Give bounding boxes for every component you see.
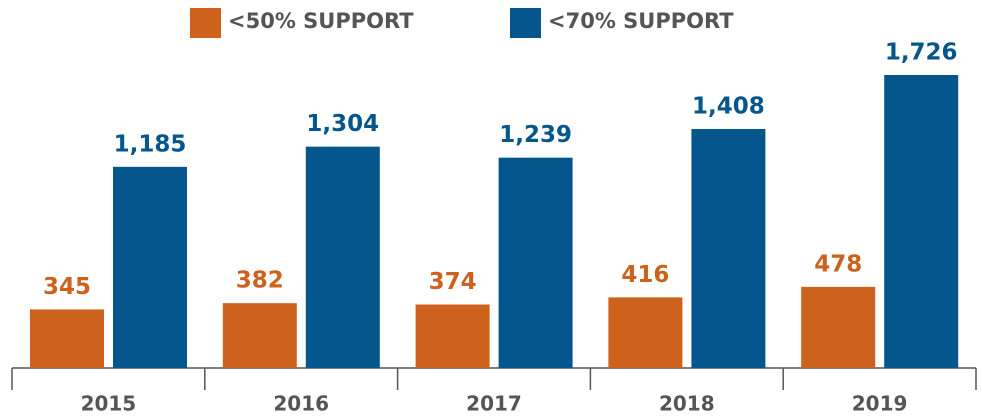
x-tick-label: 2018	[659, 392, 715, 416]
x-tick-label: 2015	[81, 392, 137, 416]
value-label: 345	[43, 274, 91, 300]
value-label: 478	[814, 251, 862, 277]
bar	[30, 309, 104, 368]
bar	[691, 128, 766, 368]
value-label: 1,726	[885, 40, 958, 66]
bar	[222, 303, 297, 368]
value-label: 416	[621, 262, 669, 288]
bar	[801, 286, 876, 368]
bar	[305, 146, 380, 368]
value-label: 1,408	[692, 93, 765, 119]
value-label: 1,185	[114, 131, 187, 157]
x-tick-label: 2016	[273, 392, 329, 416]
legend-swatch	[190, 8, 221, 38]
value-label: 382	[236, 268, 284, 294]
legend-swatch	[510, 8, 541, 38]
x-tick-label: 2019	[852, 392, 908, 416]
legend-label: <70% SUPPORT	[548, 9, 734, 33]
value-label: 1,239	[499, 122, 572, 148]
legend-label: <50% SUPPORT	[228, 9, 414, 33]
value-label: 374	[429, 269, 477, 295]
bar	[415, 304, 490, 368]
x-tick-label: 2017	[466, 392, 522, 416]
bar	[608, 297, 683, 368]
bar	[498, 157, 573, 368]
bar	[113, 166, 187, 368]
value-label: 1,304	[306, 111, 379, 137]
bar	[884, 75, 959, 368]
